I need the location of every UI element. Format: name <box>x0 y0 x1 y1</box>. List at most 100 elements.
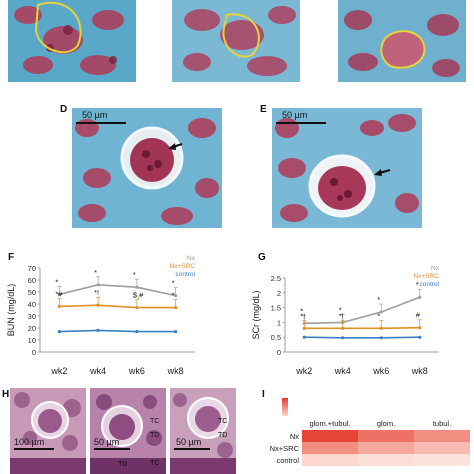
y-tick-label: 30 <box>28 312 36 321</box>
y-axis-label: SCr (mg/dL) <box>251 290 261 339</box>
data-point <box>174 330 178 334</box>
data-point <box>96 303 100 307</box>
micrograph-top-right <box>338 0 466 82</box>
panel-label-f: F <box>8 252 15 263</box>
y-tick-label: 0 <box>277 348 281 357</box>
panel-label-i: I <box>262 389 265 400</box>
tag-tc-1: TC <box>150 418 160 425</box>
y-tick-label: 20 <box>28 324 36 333</box>
significance-mark: *! <box>300 311 305 320</box>
legend-entry: Nx <box>431 265 440 272</box>
legend-entry: Nx+SRC <box>414 273 440 280</box>
data-point <box>341 336 345 340</box>
x-tick-label: wk6 <box>372 366 389 376</box>
panel-label-h: H <box>2 389 10 400</box>
chart-f-bun: 0 10 20 30 40 50 60 70 wk2 wk4 wk6 wk8 BUN (mg/dL) * *… <box>6 255 196 376</box>
micrograph-panel-h-mid <box>90 388 166 474</box>
scale-bar-h-left <box>14 448 54 450</box>
heatmap-cell <box>358 430 414 442</box>
data-point <box>302 335 306 339</box>
micrograph-top-left <box>8 0 136 82</box>
data-point <box>135 285 139 289</box>
heatmap-cell <box>302 454 358 466</box>
data-point <box>418 335 422 339</box>
scale-bar-h-mid <box>94 448 130 450</box>
series-line-control <box>304 336 420 339</box>
heatmap-column-label: tubul. <box>433 419 451 428</box>
heatmap-column-label: glom.+tubul. <box>309 419 350 428</box>
scale-bar-h-right <box>174 448 210 450</box>
series-line-nx-src <box>59 304 176 309</box>
significance-mark: # <box>416 311 421 320</box>
series-line-control <box>59 329 176 333</box>
significance-mark: * <box>94 268 97 277</box>
scale-label-e: 50 µm <box>282 110 308 120</box>
micrograph-panel-d <box>72 108 222 228</box>
scale-bar-e <box>276 122 326 124</box>
legend-entry: control <box>175 271 195 278</box>
data-point <box>341 326 345 330</box>
y-tick-label: 0.5 <box>271 333 281 342</box>
heatmap-row-label: control <box>276 456 299 465</box>
significance-mark: * <box>133 270 136 279</box>
micrograph-top-mid <box>172 0 300 82</box>
micrograph-panel-h-right <box>170 388 236 474</box>
significance-mark: *! <box>94 288 99 297</box>
y-tick-label: 1.5 <box>271 304 281 313</box>
legend-entry: control <box>419 281 439 288</box>
significance-mark: * <box>55 277 58 286</box>
data-point <box>174 306 178 310</box>
data-point <box>302 326 306 330</box>
x-tick-label: wk8 <box>167 366 184 376</box>
heatmap-cell <box>358 442 414 454</box>
data-point <box>418 295 422 299</box>
heatmap-cell <box>358 454 414 466</box>
y-tick-label: 10 <box>28 336 36 345</box>
data-point <box>379 336 383 340</box>
significance-mark: * <box>300 306 303 315</box>
series-line-nx <box>59 283 176 297</box>
significance-mark: $,# <box>133 291 144 300</box>
y-tick-label: 70 <box>28 264 36 273</box>
heatmap-cell <box>302 442 358 454</box>
panel-label-e: E <box>260 104 267 115</box>
significance-mark: * <box>172 279 175 288</box>
heatmap-cell <box>414 442 470 454</box>
panel-label-d: D <box>60 104 68 115</box>
series-line-nx <box>304 296 421 325</box>
heatmap-cell <box>414 454 470 466</box>
heatmap-cell <box>302 430 358 442</box>
significance-mark: * <box>172 291 175 300</box>
y-tick-label: 2 <box>277 289 281 298</box>
significance-mark: * <box>416 280 419 289</box>
y-tick-label: 60 <box>28 276 36 285</box>
y-axis-label: BUN (mg/dL) <box>6 284 16 337</box>
color-scale-bar <box>282 398 288 416</box>
scale-label-h-left: 100 µm <box>14 437 45 447</box>
data-point <box>96 283 100 287</box>
tag-td-3: TD <box>218 432 228 439</box>
panel-label-g: G <box>258 252 266 263</box>
data-point <box>135 330 139 334</box>
data-point <box>135 306 139 310</box>
micrograph-panel-e <box>272 108 422 228</box>
x-tick-label: wk4 <box>334 366 351 376</box>
y-tick-label: 40 <box>28 300 36 309</box>
chart-i-heatmap: glom.+tubul. glom. tubul. Nx Nx+SRC control <box>270 419 470 466</box>
significance-mark: *! <box>339 311 344 320</box>
significance-mark: * <box>377 311 380 320</box>
heatmap-row-label: Nx <box>290 432 299 441</box>
legend-entry: Nx <box>187 255 196 262</box>
x-tick-label: wk2 <box>295 366 312 376</box>
y-tick-label: 0 <box>32 348 36 357</box>
heatmap-column-label: glom. <box>377 419 395 428</box>
heatmap-row-label: Nx+SRC <box>270 444 300 453</box>
significance-mark: *# <box>55 289 63 298</box>
tag-td-1: TD <box>150 432 160 439</box>
x-tick-label: wk4 <box>89 366 106 376</box>
scale-label-d: 50 µm <box>82 110 108 120</box>
data-point <box>379 310 383 314</box>
x-tick-label: wk2 <box>50 366 67 376</box>
tag-td-2: TD <box>118 461 128 468</box>
data-point <box>57 330 61 334</box>
